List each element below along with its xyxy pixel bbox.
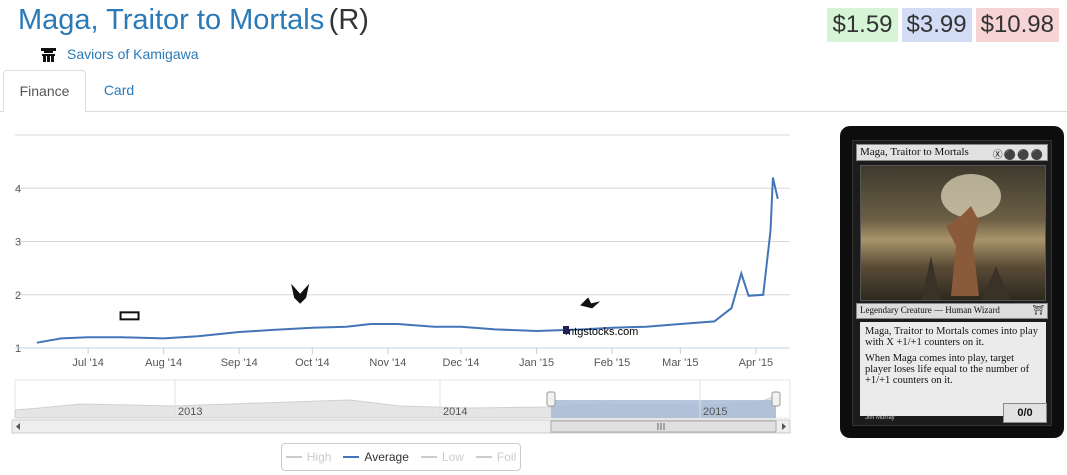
tab-bar: Finance Card xyxy=(0,70,1067,113)
card-image-name-bar: Maga, Traitor to Mortals Ⓧ⚫⚫⚫ xyxy=(856,144,1048,161)
watermark-text: mtgstocks.com xyxy=(565,326,638,338)
card-power-toughness: 0/0 xyxy=(1003,403,1047,423)
saviors-of-kamigawa-set-icon xyxy=(41,47,56,62)
x-tick-label: Aug '14 xyxy=(145,357,182,369)
card-type-line-bar: Legendary Creature — Human Wizard ⛩ xyxy=(856,303,1048,319)
set-row: Saviors of Kamigawa xyxy=(40,44,199,64)
scroll-left-arrow-icon[interactable] xyxy=(16,423,20,430)
card-image: Maga, Traitor to Mortals Ⓧ⚫⚫⚫ Legendary … xyxy=(840,126,1064,438)
card-rules-text: Maga, Traitor to Mortals comes into play… xyxy=(860,322,1046,416)
legend-item-average[interactable]: Average xyxy=(343,450,409,464)
navigator-year-label: 2013 xyxy=(178,406,202,418)
price-history-chart[interactable]: 1 2 3 4 Jul '14 Aug '14 Sep '14 Oct '14 Nov '14 D… xyxy=(0,120,800,442)
mana-cost: Ⓧ⚫⚫⚫ xyxy=(992,150,1044,161)
card-artwork-illustration xyxy=(921,174,1011,300)
x-tick-label: Jan '15 xyxy=(519,357,554,369)
navigator-handle[interactable] xyxy=(546,391,556,407)
low-price-badge: $1.59 xyxy=(827,8,898,42)
x-tick-label: Sep '14 xyxy=(221,357,258,369)
navigator-selected-range[interactable] xyxy=(551,400,776,418)
high-price-badge: $10.98 xyxy=(975,8,1059,42)
price-summary: $1.59 $3.99 $10.98 xyxy=(827,8,1059,42)
card-rules-paragraph: Maga, Traitor to Mortals comes into play… xyxy=(865,326,1038,348)
set-name-link[interactable]: Saviors of Kamigawa xyxy=(67,46,199,62)
legend-item-foil[interactable]: Foil xyxy=(475,450,516,464)
fate-reforged-set-icon[interactable] xyxy=(580,297,601,309)
watermark-icon xyxy=(563,326,569,334)
card-title-heading: Maga, Traitor to Mortals (R) xyxy=(18,4,369,37)
m15-set-icon[interactable] xyxy=(119,311,140,321)
card-artwork xyxy=(860,165,1046,301)
card-rules-paragraph: When Maga comes into play, target player… xyxy=(865,353,1030,386)
chart-legend: High Average Low Foil xyxy=(281,443,521,471)
card-name-link[interactable]: Maga, Traitor to Mortals xyxy=(18,4,325,36)
card-rarity: (R) xyxy=(328,4,369,36)
legend-item-low[interactable]: Low xyxy=(420,450,464,464)
navigator-year-label: 2014 xyxy=(443,406,467,418)
x-tick-label: Nov '14 xyxy=(369,357,406,369)
x-tick-label: Feb '15 xyxy=(594,357,630,369)
card-image-name: Maga, Traitor to Mortals xyxy=(860,146,969,158)
y-tick-label: 1 xyxy=(15,343,21,355)
average-price-badge: $3.99 xyxy=(901,8,972,42)
x-tick-label: Mar '15 xyxy=(662,357,698,369)
card-type-line: Legendary Creature — Human Wizard xyxy=(860,305,1000,315)
card-frame: Maga, Traitor to Mortals Ⓧ⚫⚫⚫ Legendary … xyxy=(852,140,1052,426)
x-tick-label: Jul '14 xyxy=(72,357,103,369)
x-tick-label: Oct '14 xyxy=(295,357,330,369)
card-set-symbol-icon: ⛩ xyxy=(1032,305,1044,315)
card-artist: Jim Murray xyxy=(865,415,895,421)
y-tick-label: 4 xyxy=(15,183,21,195)
khans-of-tarkir-set-icon[interactable] xyxy=(291,283,310,304)
y-tick-label: 3 xyxy=(15,237,21,249)
x-tick-label: Dec '14 xyxy=(443,357,480,369)
scroll-right-arrow-icon[interactable] xyxy=(782,423,786,430)
tab-finance[interactable]: Finance xyxy=(3,70,86,113)
navigator-year-label: 2015 xyxy=(703,406,727,418)
navigator-handle[interactable] xyxy=(771,391,781,407)
y-tick-label: 2 xyxy=(15,290,21,302)
x-tick-label: Apr '15 xyxy=(739,357,774,369)
average-price-line[interactable] xyxy=(36,177,779,344)
legend-item-high[interactable]: High xyxy=(285,450,331,464)
tab-card[interactable]: Card xyxy=(103,82,135,98)
